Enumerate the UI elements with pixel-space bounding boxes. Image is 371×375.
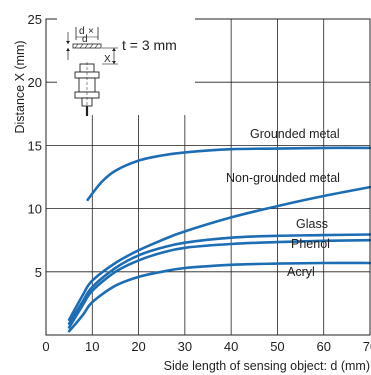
target-hatch [94,43,99,49]
x-tick-label: 30 [178,339,192,354]
curve-labels: Grounded metal Non-grounded metal Glass Phe… [226,127,340,279]
series-line [67,261,371,333]
times-sign: × [88,26,94,37]
thickness-text: t = 3 mm [122,37,177,53]
series-label: Glass [296,217,328,231]
x-tick-label: 50 [270,339,284,354]
series-line [67,233,371,325]
series-label: Phenol [291,237,330,251]
d-dim-text: d [82,34,88,45]
y-tick-label: 20 [28,75,42,90]
series-line [86,146,371,202]
series-label: Grounded metal [250,127,340,141]
target-hatch [74,43,79,49]
target-plate [72,43,102,49]
x-tick-label: 10 [85,339,99,354]
thickness-arrow-head [66,41,70,44]
sensor-diagram: d × d X t = 3 mm [57,17,195,116]
y-tick-label: 5 [35,265,42,280]
y-tick-label: 15 [28,138,42,153]
x-tick-label: 0 [42,339,49,354]
thickness-arrow-head [66,48,70,51]
curves [67,146,371,333]
d-dim-text-top: d [79,26,85,37]
x-dim-text: X [104,54,111,65]
series-label: Acryl [287,265,315,279]
y-tick-label: 10 [28,202,42,217]
y-axis-label: Distance X (mm) [13,40,27,133]
target-hatch [89,43,94,49]
series-label: Non-grounded metal [226,171,340,185]
x-dim-arrow [112,61,116,64]
target-hatch [79,43,84,49]
x-dim-arrow [112,48,116,51]
x-tick-label: 20 [131,339,145,354]
x-tick-label: 40 [224,339,238,354]
x-tick-label: 60 [316,339,330,354]
x-tick-label: 70 [363,339,371,354]
diagram-background [57,17,195,115]
tick-labels: 0 10 20 30 40 50 60 70 5 10 15 20 25 [28,12,371,354]
plot-frame [45,18,371,336]
y-tick-label: 25 [28,12,42,27]
x-axis-label: Side length of sensing object: d (mm) [164,359,370,373]
series-line [67,185,371,322]
target-hatch [84,43,89,49]
series-line [67,238,371,329]
